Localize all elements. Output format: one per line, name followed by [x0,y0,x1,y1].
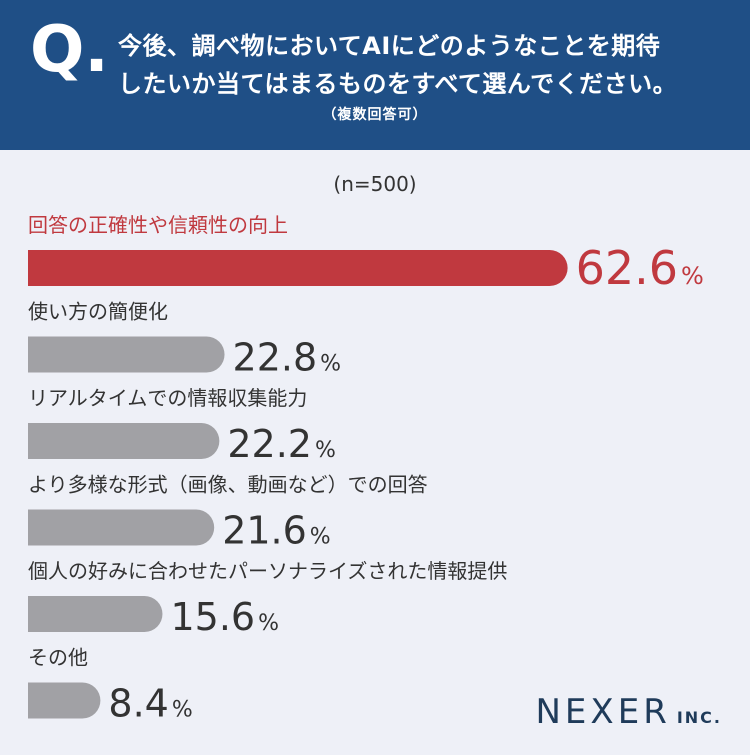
bar [28,509,215,546]
category-label: より多様な形式（画像、動画など）での回答 [28,473,428,497]
bar [28,250,568,286]
value-label: 22.8% [233,336,342,380]
question-text-line2: したいか当てはまるものをすべて選んでください。 [118,70,678,98]
category-label: その他 [28,646,88,670]
bar [28,423,220,459]
value-label: 8.4% [108,682,192,726]
bar [28,682,101,719]
value-label: 21.6% [222,509,331,553]
question-note: （複数回答可） [322,107,428,123]
bar [28,596,163,632]
value-label: 22.2% [227,422,336,466]
category-label: 個人の好みに合わせたパーソナライズされた情報提供 [28,559,507,583]
value-label: 15.6% [170,595,279,639]
logo-suffix: INC. [676,708,722,727]
logo-text: NEXER [535,692,671,732]
question-mark: Q. [30,13,109,87]
sample-size: (n=500) [333,172,417,196]
category-label: 使い方の簡便化 [28,300,168,324]
company-logo: NEXER INC. [536,692,723,732]
value-label: 62.6% [576,241,704,295]
question-header: Q. 今後、調べ物においてAIにどのようなことを期待 したいか当てはまるものをす… [0,0,750,150]
category-label: 回答の正確性や信頼性の向上 [28,213,288,237]
bar [28,336,225,373]
category-label: リアルタイムでの情報収集能力 [28,386,307,410]
question-text-line1: 今後、調べ物においてAIにどのようなことを期待 [118,32,661,60]
